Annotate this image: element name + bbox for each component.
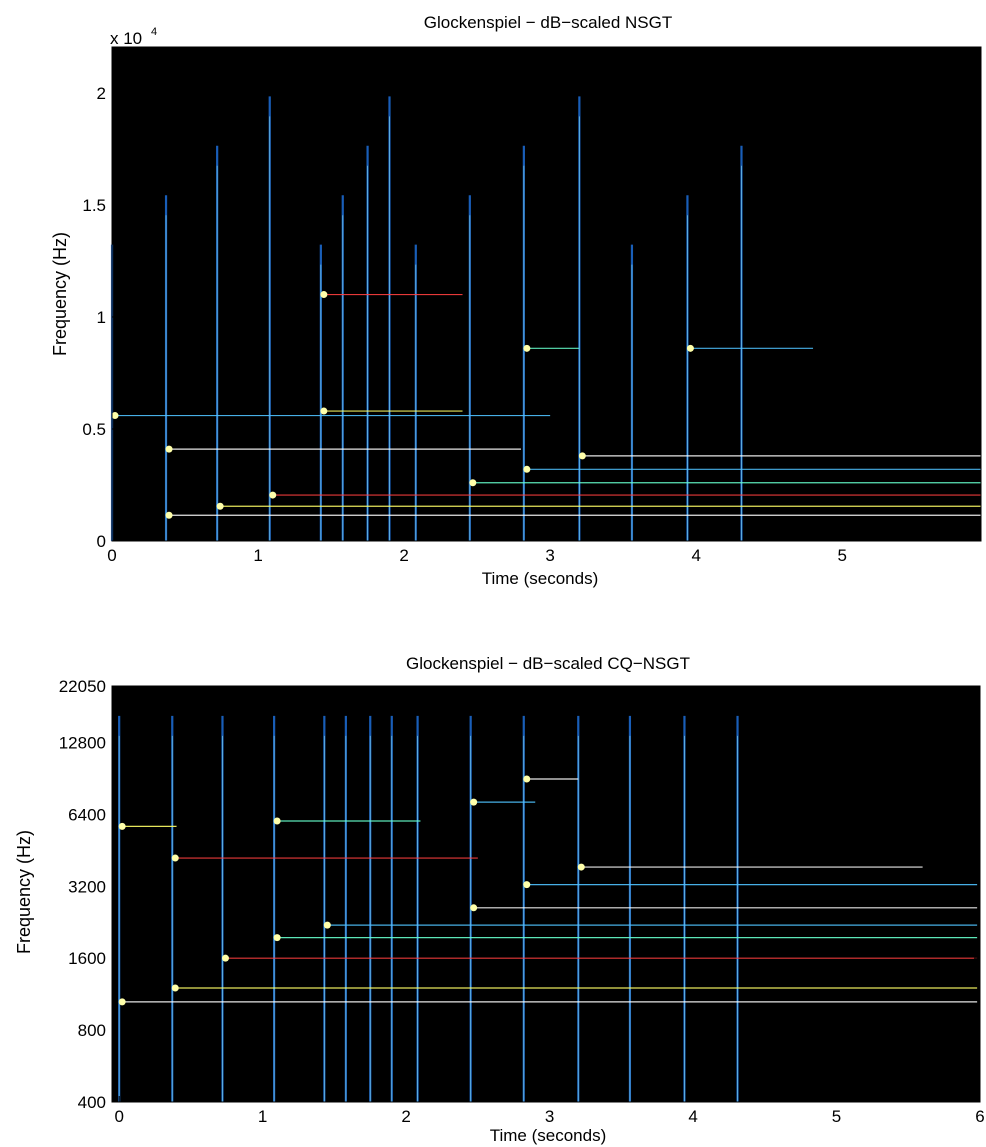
cq-x-ticks: 0 1 2 3 4 5 6 <box>114 686 985 1126</box>
y-tick-label: 3200 <box>68 877 106 896</box>
partial-onset-blob <box>221 954 229 962</box>
cq-y-ticks: 400 800 1600 3200 6400 12800 22050 <box>59 677 980 1112</box>
cq-nsgt-spectrogram-chart: Glockenspiel − dB−scaled CQ−NSGT 0 1 2 3 4 5 6… <box>14 654 985 1145</box>
nsgt-plot-area <box>112 47 981 541</box>
nsgt-spectrogram-chart: Glockenspiel − dB−scaled NSGT x 10 4 0 1 2… <box>50 13 982 588</box>
partial-onset-blob <box>320 291 328 299</box>
partial-onset-blob <box>470 904 478 912</box>
y-tick-label: 400 <box>78 1093 106 1112</box>
cq-plot-area <box>112 686 980 1102</box>
cq-x-axis-label: Time (seconds) <box>490 1126 607 1145</box>
y-tick-label: 1.5 <box>82 196 106 215</box>
y-tick-label: 1 <box>97 308 106 327</box>
x-tick-label: 1 <box>258 1107 267 1126</box>
partial-onset-blob <box>273 934 281 942</box>
partial-onset-blob <box>577 863 585 871</box>
y-tick-label: 22050 <box>59 677 106 696</box>
partial-onset-blob <box>273 817 281 825</box>
partial-onset-blob <box>171 984 179 992</box>
nsgt-y-axis-label: Frequency (Hz) <box>50 232 70 356</box>
partial-onset-blob <box>165 445 173 453</box>
partial-onset-blob <box>523 775 531 783</box>
partial-onset-blob <box>165 511 173 519</box>
nsgt-x-axis-label: Time (seconds) <box>482 569 599 588</box>
partial-onset-blob <box>216 502 224 510</box>
x-tick-label: 2 <box>399 546 408 565</box>
partial-onset-blob <box>118 998 126 1006</box>
x-tick-label: 3 <box>545 1107 554 1126</box>
x-tick-label: 0 <box>114 1107 123 1126</box>
partial-onset-blob <box>269 491 277 499</box>
x-tick-label: 5 <box>838 546 847 565</box>
partial-onset-blob <box>111 412 119 420</box>
y-tick-label: 12800 <box>59 733 106 752</box>
nsgt-plot-border <box>111 46 982 542</box>
partial-onset-blob <box>470 798 478 806</box>
partial-onset-blob <box>171 854 179 862</box>
nsgt-y-exponent-power: 4 <box>151 26 157 38</box>
nsgt-chart-title: Glockenspiel − dB−scaled NSGT <box>424 13 673 32</box>
partial-onset-blob <box>578 452 586 460</box>
partial-onset-blob <box>320 407 328 415</box>
y-tick-label: 6400 <box>68 805 106 824</box>
partial-onset-blob <box>523 465 531 473</box>
nsgt-y-exponent-label: x 10 <box>110 29 142 48</box>
partial-onset-blob <box>686 344 694 352</box>
partial-onset-blob <box>523 344 531 352</box>
nsgt-y-ticks: 0 0.5 1 1.5 2 <box>82 84 981 551</box>
x-tick-label: 5 <box>832 1107 841 1126</box>
x-tick-label: 1 <box>253 546 262 565</box>
cq-y-axis-label: Frequency (Hz) <box>14 830 34 954</box>
cq-plot-border <box>111 685 981 1103</box>
nsgt-x-ticks: 0 1 2 3 4 5 <box>107 47 847 565</box>
partial-onset-blob <box>118 822 126 830</box>
x-tick-label: 3 <box>545 546 554 565</box>
y-tick-label: 1600 <box>68 949 106 968</box>
partial-onset-blob <box>469 479 477 487</box>
y-tick-label: 0 <box>97 532 106 551</box>
y-tick-label: 2 <box>97 84 106 103</box>
cq-spectrogram-marks <box>118 715 978 1102</box>
x-tick-label: 4 <box>691 546 700 565</box>
cq-chart-title: Glockenspiel − dB−scaled CQ−NSGT <box>406 654 690 673</box>
y-tick-label: 800 <box>78 1021 106 1040</box>
x-tick-label: 2 <box>401 1107 410 1126</box>
x-tick-label: 6 <box>975 1107 984 1126</box>
x-tick-label: 0 <box>107 546 116 565</box>
partial-onset-blob <box>523 881 531 889</box>
y-tick-label: 0.5 <box>82 420 106 439</box>
partial-onset-blob <box>323 921 331 929</box>
x-tick-label: 4 <box>688 1107 697 1126</box>
nsgt-spectrogram-marks <box>110 96 981 541</box>
